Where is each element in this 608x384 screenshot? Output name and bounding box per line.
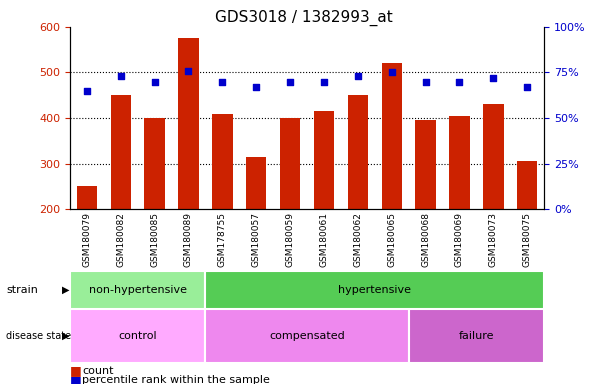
Text: compensated: compensated [269, 331, 345, 341]
Point [184, 68, 193, 74]
Bar [206, 309, 409, 363]
Text: GSM180075: GSM180075 [523, 212, 532, 267]
Text: GDS3018 / 1382993_at: GDS3018 / 1382993_at [215, 10, 393, 26]
Bar [517, 161, 537, 209]
Text: hypertensive: hypertensive [338, 285, 411, 295]
Text: control: control [119, 331, 157, 341]
Point [251, 84, 261, 90]
Bar [206, 271, 544, 309]
Bar [314, 111, 334, 209]
Point [150, 79, 159, 85]
Text: GSM180062: GSM180062 [353, 212, 362, 267]
Bar [77, 187, 97, 209]
Point [387, 70, 396, 76]
Text: failure: failure [458, 331, 494, 341]
Point [82, 88, 92, 94]
Bar [483, 104, 503, 209]
Bar [111, 95, 131, 209]
Text: GSM180089: GSM180089 [184, 212, 193, 267]
Bar [348, 95, 368, 209]
Text: GSM180065: GSM180065 [387, 212, 396, 267]
Bar [409, 309, 544, 363]
Point [353, 73, 363, 79]
Bar [145, 118, 165, 209]
Text: GSM180069: GSM180069 [455, 212, 464, 267]
Text: percentile rank within the sample: percentile rank within the sample [82, 375, 270, 384]
Point [522, 84, 532, 90]
Text: GSM180059: GSM180059 [286, 212, 295, 267]
Text: ▶: ▶ [62, 285, 69, 295]
Point [421, 79, 430, 85]
Text: count: count [82, 366, 114, 376]
Bar [178, 38, 199, 209]
Bar [415, 120, 436, 209]
Bar [70, 309, 206, 363]
Bar [382, 63, 402, 209]
Bar [280, 118, 300, 209]
Text: ■: ■ [70, 374, 86, 384]
Text: GSM180073: GSM180073 [489, 212, 498, 267]
Bar [246, 157, 266, 209]
Text: ■: ■ [70, 364, 86, 377]
Bar [70, 271, 206, 309]
Text: disease state: disease state [6, 331, 71, 341]
Point [218, 79, 227, 85]
Bar [212, 114, 232, 209]
Bar [449, 116, 469, 209]
Text: ▶: ▶ [62, 331, 69, 341]
Text: non-hypertensive: non-hypertensive [89, 285, 187, 295]
Point [488, 75, 498, 81]
Text: GSM180057: GSM180057 [252, 212, 261, 267]
Point [319, 79, 329, 85]
Text: GSM180061: GSM180061 [319, 212, 328, 267]
Text: GSM178755: GSM178755 [218, 212, 227, 267]
Text: strain: strain [6, 285, 38, 295]
Text: GSM180079: GSM180079 [82, 212, 91, 267]
Point [455, 79, 465, 85]
Point [116, 73, 126, 79]
Text: GSM180085: GSM180085 [150, 212, 159, 267]
Text: GSM180068: GSM180068 [421, 212, 430, 267]
Text: GSM180082: GSM180082 [116, 212, 125, 267]
Point [285, 79, 295, 85]
